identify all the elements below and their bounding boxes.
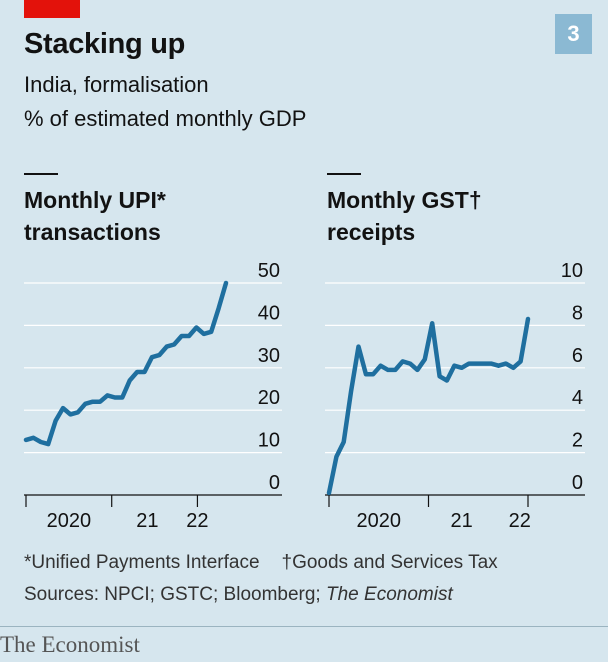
panel-upi-title-line-1: Monthly UPI* bbox=[24, 187, 166, 213]
upi-y-tick-label: 30 bbox=[258, 345, 280, 367]
chart-title: Stacking up bbox=[24, 28, 186, 60]
panel-upi-title-line-2: transactions bbox=[24, 219, 161, 245]
charts-canvas: 0 10 20 30 40 50 2020 21 22 0 2 4 6 8 10 2020 21 22 bbox=[23, 260, 585, 532]
gst-y-tick-label: 8 bbox=[572, 302, 583, 324]
gst-x-tick-label: 2020 bbox=[357, 510, 402, 532]
panel-gst-title: Monthly GST† receipts bbox=[327, 184, 597, 248]
panel-upi-title: Monthly UPI* transactions bbox=[24, 184, 294, 248]
gst-y-tick-label: 10 bbox=[561, 260, 583, 282]
sources-publication: The Economist bbox=[326, 584, 453, 605]
gst-x-tick-label: 21 bbox=[451, 510, 473, 532]
chart-unit: % of estimated monthly GDP bbox=[24, 106, 307, 131]
panel-gst-title-line-1: Monthly GST† bbox=[327, 187, 482, 213]
upi-x-tick-label: 2020 bbox=[47, 510, 92, 532]
sources-label: Sources: NPCI; GSTC; Bloomberg; bbox=[24, 584, 326, 605]
upi-y-tick-label: 40 bbox=[258, 302, 280, 324]
brand-wordmark: The Economist bbox=[0, 632, 140, 657]
chart-subtitle: India, formalisation bbox=[24, 72, 209, 97]
panel-gst-rule bbox=[327, 173, 361, 175]
panel-gst-title-line-2: receipts bbox=[327, 219, 416, 245]
gst-x-tick-label: 22 bbox=[509, 510, 531, 532]
footer-divider bbox=[0, 626, 608, 627]
upi-y-tick-label: 20 bbox=[258, 387, 280, 409]
panel-upi-rule bbox=[24, 173, 58, 175]
gst-series-line bbox=[326, 316, 531, 496]
upi-y-tick-label: 0 bbox=[269, 472, 280, 494]
brand-red-tag bbox=[24, 0, 80, 18]
gst-y-tick-label: 2 bbox=[572, 430, 583, 452]
chart-number-badge: 3 bbox=[555, 14, 592, 54]
gst-y-tick-label: 6 bbox=[572, 345, 583, 367]
upi-x-tick-label: 22 bbox=[186, 510, 208, 532]
upi-y-tick-label: 50 bbox=[258, 260, 280, 282]
upi-x-tick-label: 21 bbox=[136, 510, 158, 532]
gst-y-tick-label: 4 bbox=[572, 387, 583, 409]
footnote-upi: *Unified Payments Interface bbox=[24, 552, 260, 573]
footnotes: *Unified Payments Interface †Goods and Se… bbox=[24, 552, 498, 574]
upi-series-line bbox=[23, 280, 229, 447]
footnote-gst: †Goods and Services Tax bbox=[281, 552, 498, 573]
upi-y-tick-label: 10 bbox=[258, 430, 280, 452]
gst-y-tick-label: 0 bbox=[572, 472, 583, 494]
sources: Sources: NPCI; GSTC; Bloomberg; The Econ… bbox=[24, 584, 453, 606]
